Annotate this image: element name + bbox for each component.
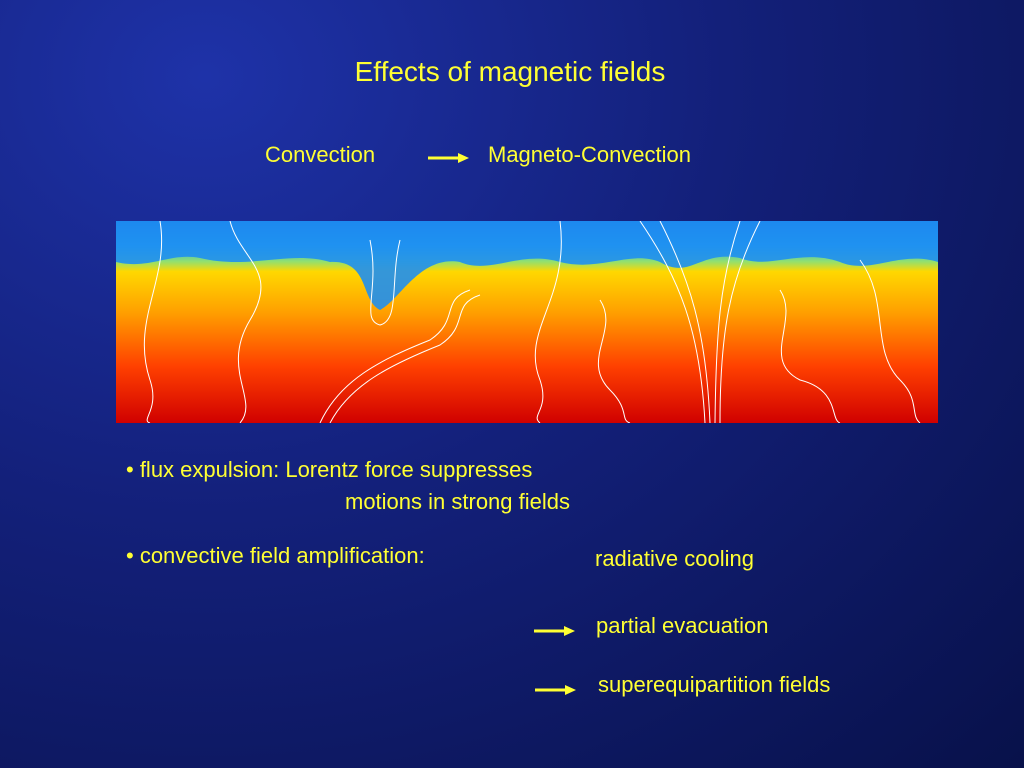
slide-title: Effects of magnetic fields	[354, 56, 666, 87]
chain-step: superequipartition fields	[598, 672, 831, 697]
chain-step: radiative cooling	[595, 546, 754, 571]
bullet: • flux expulsion: Lorentz force suppress…	[126, 457, 533, 482]
subtitle: Magneto-Convection	[488, 142, 692, 167]
arrow-head	[565, 685, 576, 695]
chain-step: partial evacuation	[596, 613, 769, 638]
arrows	[428, 153, 576, 695]
bullet: • convective field amplification:	[126, 543, 425, 568]
arrow-head	[564, 626, 575, 636]
bullet-continuation: motions in strong fields	[345, 489, 570, 514]
simulation-image	[116, 221, 938, 423]
arrow-head	[458, 153, 469, 163]
subtitle: Convection	[265, 142, 376, 167]
